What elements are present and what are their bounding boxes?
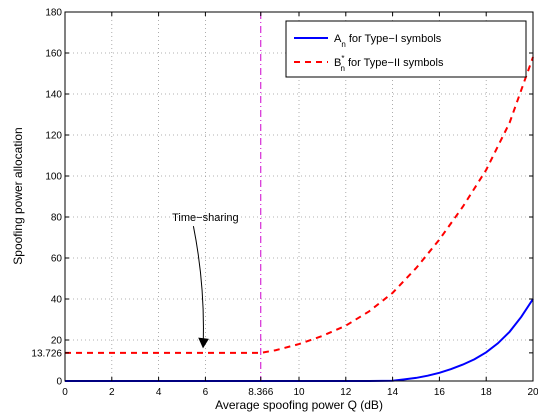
y-tick-label: 180 bbox=[45, 8, 62, 19]
x-axis-ticks: 0 2 4 6 8.366 10 12 14 16 18 20 bbox=[62, 12, 538, 398]
legend-box bbox=[285, 20, 527, 78]
y-tick-label: 20 bbox=[51, 336, 63, 347]
x-tick-label: 12 bbox=[340, 387, 352, 398]
legend-label: B* n for Type−II symbols bbox=[334, 54, 444, 73]
legend: An for Type−I symbols B* n for Type−II sym… bbox=[285, 20, 527, 78]
y-tick-label: 60 bbox=[51, 254, 63, 265]
series-line-b-n bbox=[65, 56, 534, 354]
y-tick-label: 100 bbox=[45, 172, 62, 183]
y-tick-label: 140 bbox=[45, 90, 62, 101]
y-tick-label: 13.726 bbox=[31, 348, 62, 359]
annotation-text: Time−sharing bbox=[172, 212, 239, 224]
x-tick-label: 2 bbox=[109, 387, 115, 398]
y-tick-label: 40 bbox=[51, 295, 63, 306]
annotation-arrow bbox=[192, 226, 204, 348]
x-tick-label: 8.366 bbox=[248, 387, 273, 398]
x-tick-label: 0 bbox=[62, 387, 68, 398]
grid bbox=[65, 12, 533, 381]
x-tick-label: 16 bbox=[434, 387, 446, 398]
annotation-arrowhead bbox=[198, 337, 209, 349]
x-tick-label: 18 bbox=[481, 387, 493, 398]
x-tick-label: 20 bbox=[527, 387, 538, 398]
y-axis-label: Spoofing power allocation bbox=[11, 127, 25, 264]
y-tick-label: 160 bbox=[45, 49, 62, 60]
legend-label: An for Type−I symbols bbox=[334, 33, 442, 49]
x-tick-label: 14 bbox=[387, 387, 399, 398]
y-tick-label: 120 bbox=[45, 131, 62, 142]
x-tick-label: 10 bbox=[293, 387, 305, 398]
x-axis-label: Average spoofing power Q (dB) bbox=[215, 398, 383, 412]
y-tick-label: 0 bbox=[56, 377, 62, 388]
x-tick-label: 6 bbox=[203, 387, 209, 398]
x-tick-label: 4 bbox=[156, 387, 162, 398]
y-tick-label: 80 bbox=[51, 213, 63, 224]
time-sharing-annotation: Time−sharing bbox=[172, 212, 239, 349]
